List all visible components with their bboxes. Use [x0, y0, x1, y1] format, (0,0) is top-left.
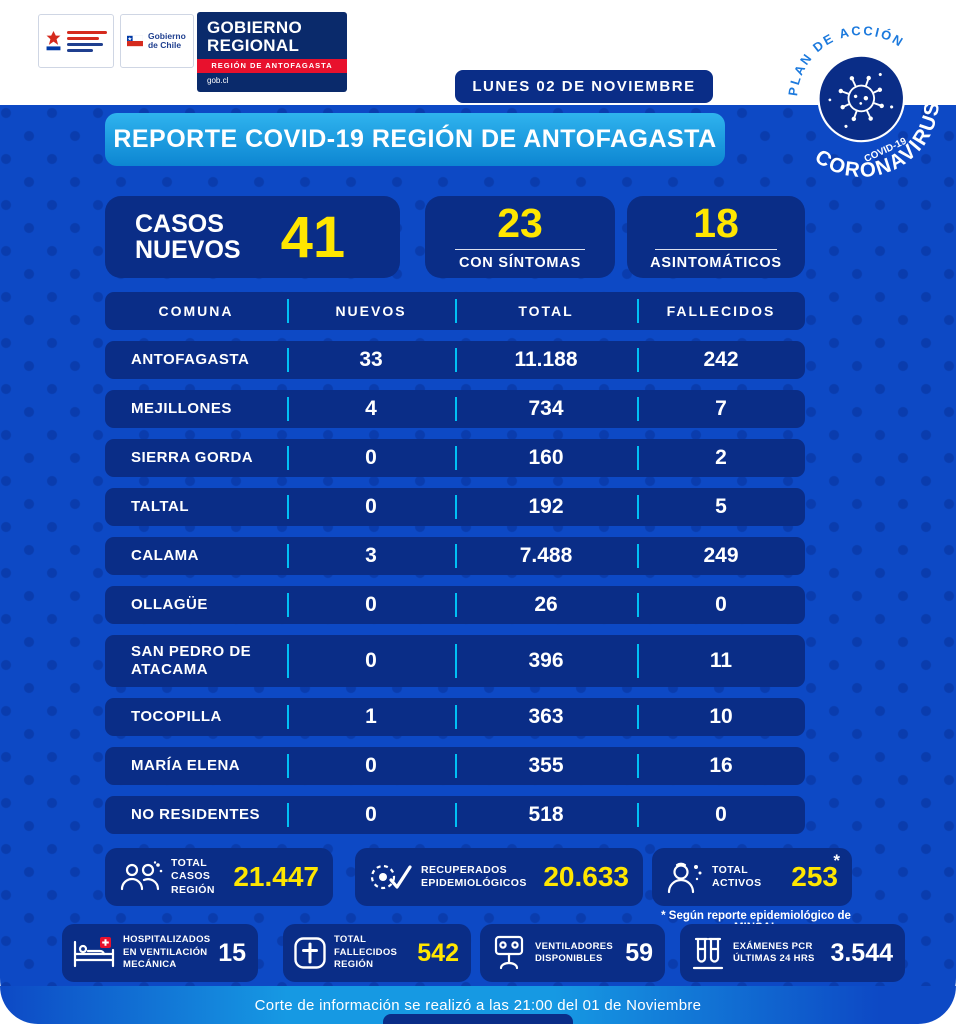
- table-row: NO RESIDENTES 0 518 0: [105, 796, 805, 834]
- table-row: TALTAL 0 192 5: [105, 488, 805, 526]
- asymptomatic-box: 18 ASINTOMÁTICOS: [627, 196, 805, 278]
- col-header-comuna: COMUNA: [158, 303, 234, 319]
- new-cases-label: CASOS NUEVOS: [135, 210, 241, 264]
- gobierno-de-chile-logo: Gobierno de Chile: [120, 14, 194, 68]
- people-cases-icon: [117, 860, 163, 894]
- table-row: MEJILLONES 4 734 7: [105, 390, 805, 428]
- gobierno-regional-logo-box: GOBIERNO REGIONAL REGIÓN DE ANTOFAGASTA …: [197, 12, 347, 92]
- badge-disc: [817, 54, 906, 143]
- cross-icon: [293, 936, 327, 970]
- ventilators-box: VENTILADORES DISPONIBLES 59: [480, 924, 665, 982]
- with-symptoms-value: 23: [497, 200, 543, 246]
- col-header-total: TOTAL: [455, 292, 637, 330]
- recovered-label: RECUPERADOS EPIDEMIOLÓGICOS: [421, 863, 527, 889]
- total-cases-box: TOTAL CASOS REGIÓN 21.447: [105, 848, 333, 906]
- deaths-value: 542: [417, 938, 459, 967]
- ministry-logo: [38, 14, 114, 68]
- table-row: ANTOFAGASTA 33 11.188 242: [105, 341, 805, 379]
- pcr-tests-box: EXÁMENES PCR ÚLTIMAS 24 HRS 3.544: [680, 924, 905, 982]
- table-row: SIERRA GORDA 0 160 2: [105, 439, 805, 477]
- with-symptoms-box: 23 CON SÍNTOMAS: [425, 196, 615, 278]
- coronavirus-action-plan-badge: PLAN DE ACCIÓN CORONAVIRUS COVID-19: [768, 6, 956, 194]
- col-header-nuevos: NUEVOS: [287, 292, 455, 330]
- ventilators-value: 59: [625, 938, 653, 967]
- active-person-icon: [664, 859, 704, 895]
- active-cases-box: * TOTAL ACTIVOS 253: [652, 848, 852, 906]
- table-row: SAN PEDRO DE ATACAMA 0 396 11: [105, 635, 805, 687]
- recovered-box: RECUPERADOS EPIDEMIOLÓGICOS 20.633: [355, 848, 643, 906]
- col-header-fallecidos: FALLECIDOS: [637, 292, 805, 330]
- active-cases-label: TOTAL ACTIVOS: [712, 863, 762, 889]
- chile-flag-icon: [127, 35, 143, 47]
- hospitalized-value: 15: [218, 938, 246, 967]
- report-date: LUNES 02 DE NOVIEMBRE: [455, 70, 713, 103]
- table-row: TOCOPILLA 1 363 10: [105, 698, 805, 736]
- ventilators-label: VENTILADORES DISPONIBLES: [535, 940, 614, 964]
- bottom-decorative-tab: [383, 1014, 573, 1024]
- hospitalized-box: HOSPITALIZADOS EN VENTILACIÓN MECÁNICA 1…: [62, 924, 258, 982]
- gob-cl-label: gob.cl: [207, 75, 229, 85]
- hospitalized-label: HOSPITALIZADOS EN VENTILACIÓN MECÁNICA: [123, 934, 211, 971]
- total-cases-value: 21.447: [233, 861, 319, 892]
- new-cases-box: CASOS NUEVOS 41: [105, 196, 400, 278]
- region-antofagasta-strip: REGIÓN DE ANTOFAGASTA: [197, 58, 347, 73]
- table-row: MARÍA ELENA 0 355 16: [105, 747, 805, 785]
- asterisk-marker: *: [833, 851, 840, 870]
- ministry-logo-text-placeholder: [67, 30, 107, 52]
- recovered-virus-check-icon: [367, 860, 413, 894]
- total-cases-label: TOTAL CASOS REGIÓN: [171, 857, 215, 896]
- new-cases-value: 41: [280, 204, 346, 270]
- divider-line: [455, 249, 585, 250]
- active-cases-value: 253: [791, 861, 838, 892]
- gobierno-regional-title: GOBIERNO REGIONAL: [207, 18, 302, 55]
- asymptomatic-value: 18: [693, 200, 739, 246]
- hospital-bed-icon: [72, 936, 116, 970]
- ventilator-icon: [490, 935, 528, 971]
- table-header-row: COMUNA NUEVOS TOTAL FALLECIDOS: [105, 292, 805, 330]
- pcr-tests-label: EXÁMENES PCR ÚLTIMAS 24 HRS: [733, 940, 815, 964]
- asymptomatic-label: ASINTOMÁTICOS: [650, 255, 782, 271]
- gobierno-de-chile-label: Gobierno de Chile: [147, 30, 186, 50]
- deaths-box: TOTAL FALLECIDOS REGIÓN 542: [283, 924, 471, 982]
- recovered-value: 20.633: [543, 861, 629, 892]
- pcr-tests-value: 3.544: [830, 938, 893, 967]
- pcr-tubes-icon: [690, 935, 726, 971]
- virus-dots: [828, 72, 894, 128]
- comuna-table: COMUNA NUEVOS TOTAL FALLECIDOS ANTOFAGAS…: [105, 292, 805, 834]
- table-row: CALAMA 3 7.488 249: [105, 537, 805, 575]
- deaths-label: TOTAL FALLECIDOS REGIÓN: [334, 934, 398, 971]
- with-symptoms-label: CON SÍNTOMAS: [458, 255, 582, 271]
- ministry-emblem-icon: [46, 30, 61, 51]
- divider-line: [655, 249, 777, 250]
- table-row: OLLAGÜE 0 26 0: [105, 586, 805, 624]
- page-title: REPORTE COVID-19 REGIÓN DE ANTOFAGASTA: [105, 113, 725, 166]
